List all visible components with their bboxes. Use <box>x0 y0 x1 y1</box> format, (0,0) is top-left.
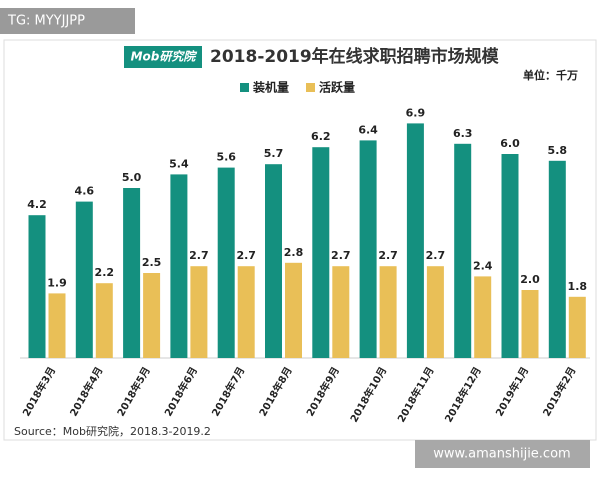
bar <box>406 123 424 359</box>
bar <box>359 140 377 358</box>
bar <box>190 266 208 358</box>
value-label: 6.2 <box>311 130 331 143</box>
legend-label: 活跃量 <box>319 80 355 95</box>
bar <box>123 188 141 358</box>
value-label: 2.4 <box>473 259 493 272</box>
bar <box>332 266 350 358</box>
bar <box>474 276 492 358</box>
watermark: TG: MYYJJPP <box>7 14 85 29</box>
value-label: 1.8 <box>568 280 588 293</box>
value-label: 2.7 <box>426 249 446 262</box>
bar <box>75 201 93 358</box>
bar <box>28 215 46 358</box>
bar <box>237 266 255 358</box>
bar <box>548 160 566 358</box>
watermark-box <box>415 440 590 468</box>
value-label: 6.3 <box>453 127 473 140</box>
value-label: 5.7 <box>264 147 284 160</box>
value-label: 5.8 <box>548 144 568 157</box>
value-label: 4.2 <box>27 198 47 211</box>
legend-swatch <box>240 83 249 92</box>
bar <box>568 296 586 358</box>
value-label: 2.5 <box>142 256 162 269</box>
value-label: 5.0 <box>122 171 142 184</box>
source: Source：Mob研究院，2018.3-2019.2 <box>14 424 211 438</box>
value-label: 6.0 <box>500 137 520 150</box>
bar <box>143 273 161 358</box>
value-label: 2.7 <box>378 249 398 262</box>
value-label: 5.6 <box>216 151 236 164</box>
bar <box>170 174 188 358</box>
chart-title: 2018-2019年在线求职招聘市场规模 <box>210 46 500 67</box>
value-label: 2.2 <box>95 266 115 279</box>
bar <box>521 290 539 358</box>
value-label: 2.0 <box>520 273 540 286</box>
bar <box>501 154 519 358</box>
unit-label: 单位：千万 <box>523 68 578 82</box>
chart-frame <box>3 39 597 441</box>
bar <box>312 147 330 358</box>
legend-swatch <box>306 83 315 92</box>
value-label: 5.4 <box>169 157 189 170</box>
bar <box>265 164 282 358</box>
watermark: www.amanshijie.com <box>433 447 570 462</box>
bar <box>379 266 397 358</box>
bar <box>95 283 113 358</box>
value-label: 4.6 <box>75 185 95 198</box>
bar <box>217 167 235 358</box>
value-label: 2.7 <box>331 249 351 262</box>
value-label: 2.7 <box>189 249 209 262</box>
bar <box>285 262 302 358</box>
logo-box <box>124 46 202 68</box>
bar <box>48 293 66 358</box>
value-label: 2.7 <box>236 249 256 262</box>
watermark-box <box>0 8 135 34</box>
bar <box>454 143 472 358</box>
value-label: 6.9 <box>406 106 426 119</box>
value-label: 6.4 <box>358 123 378 136</box>
logo: Mob研究院 <box>131 50 198 64</box>
value-label: 1.9 <box>47 276 67 289</box>
value-label: 2.8 <box>284 246 304 259</box>
legend-label: 装机量 <box>252 80 289 95</box>
bar <box>426 266 444 358</box>
